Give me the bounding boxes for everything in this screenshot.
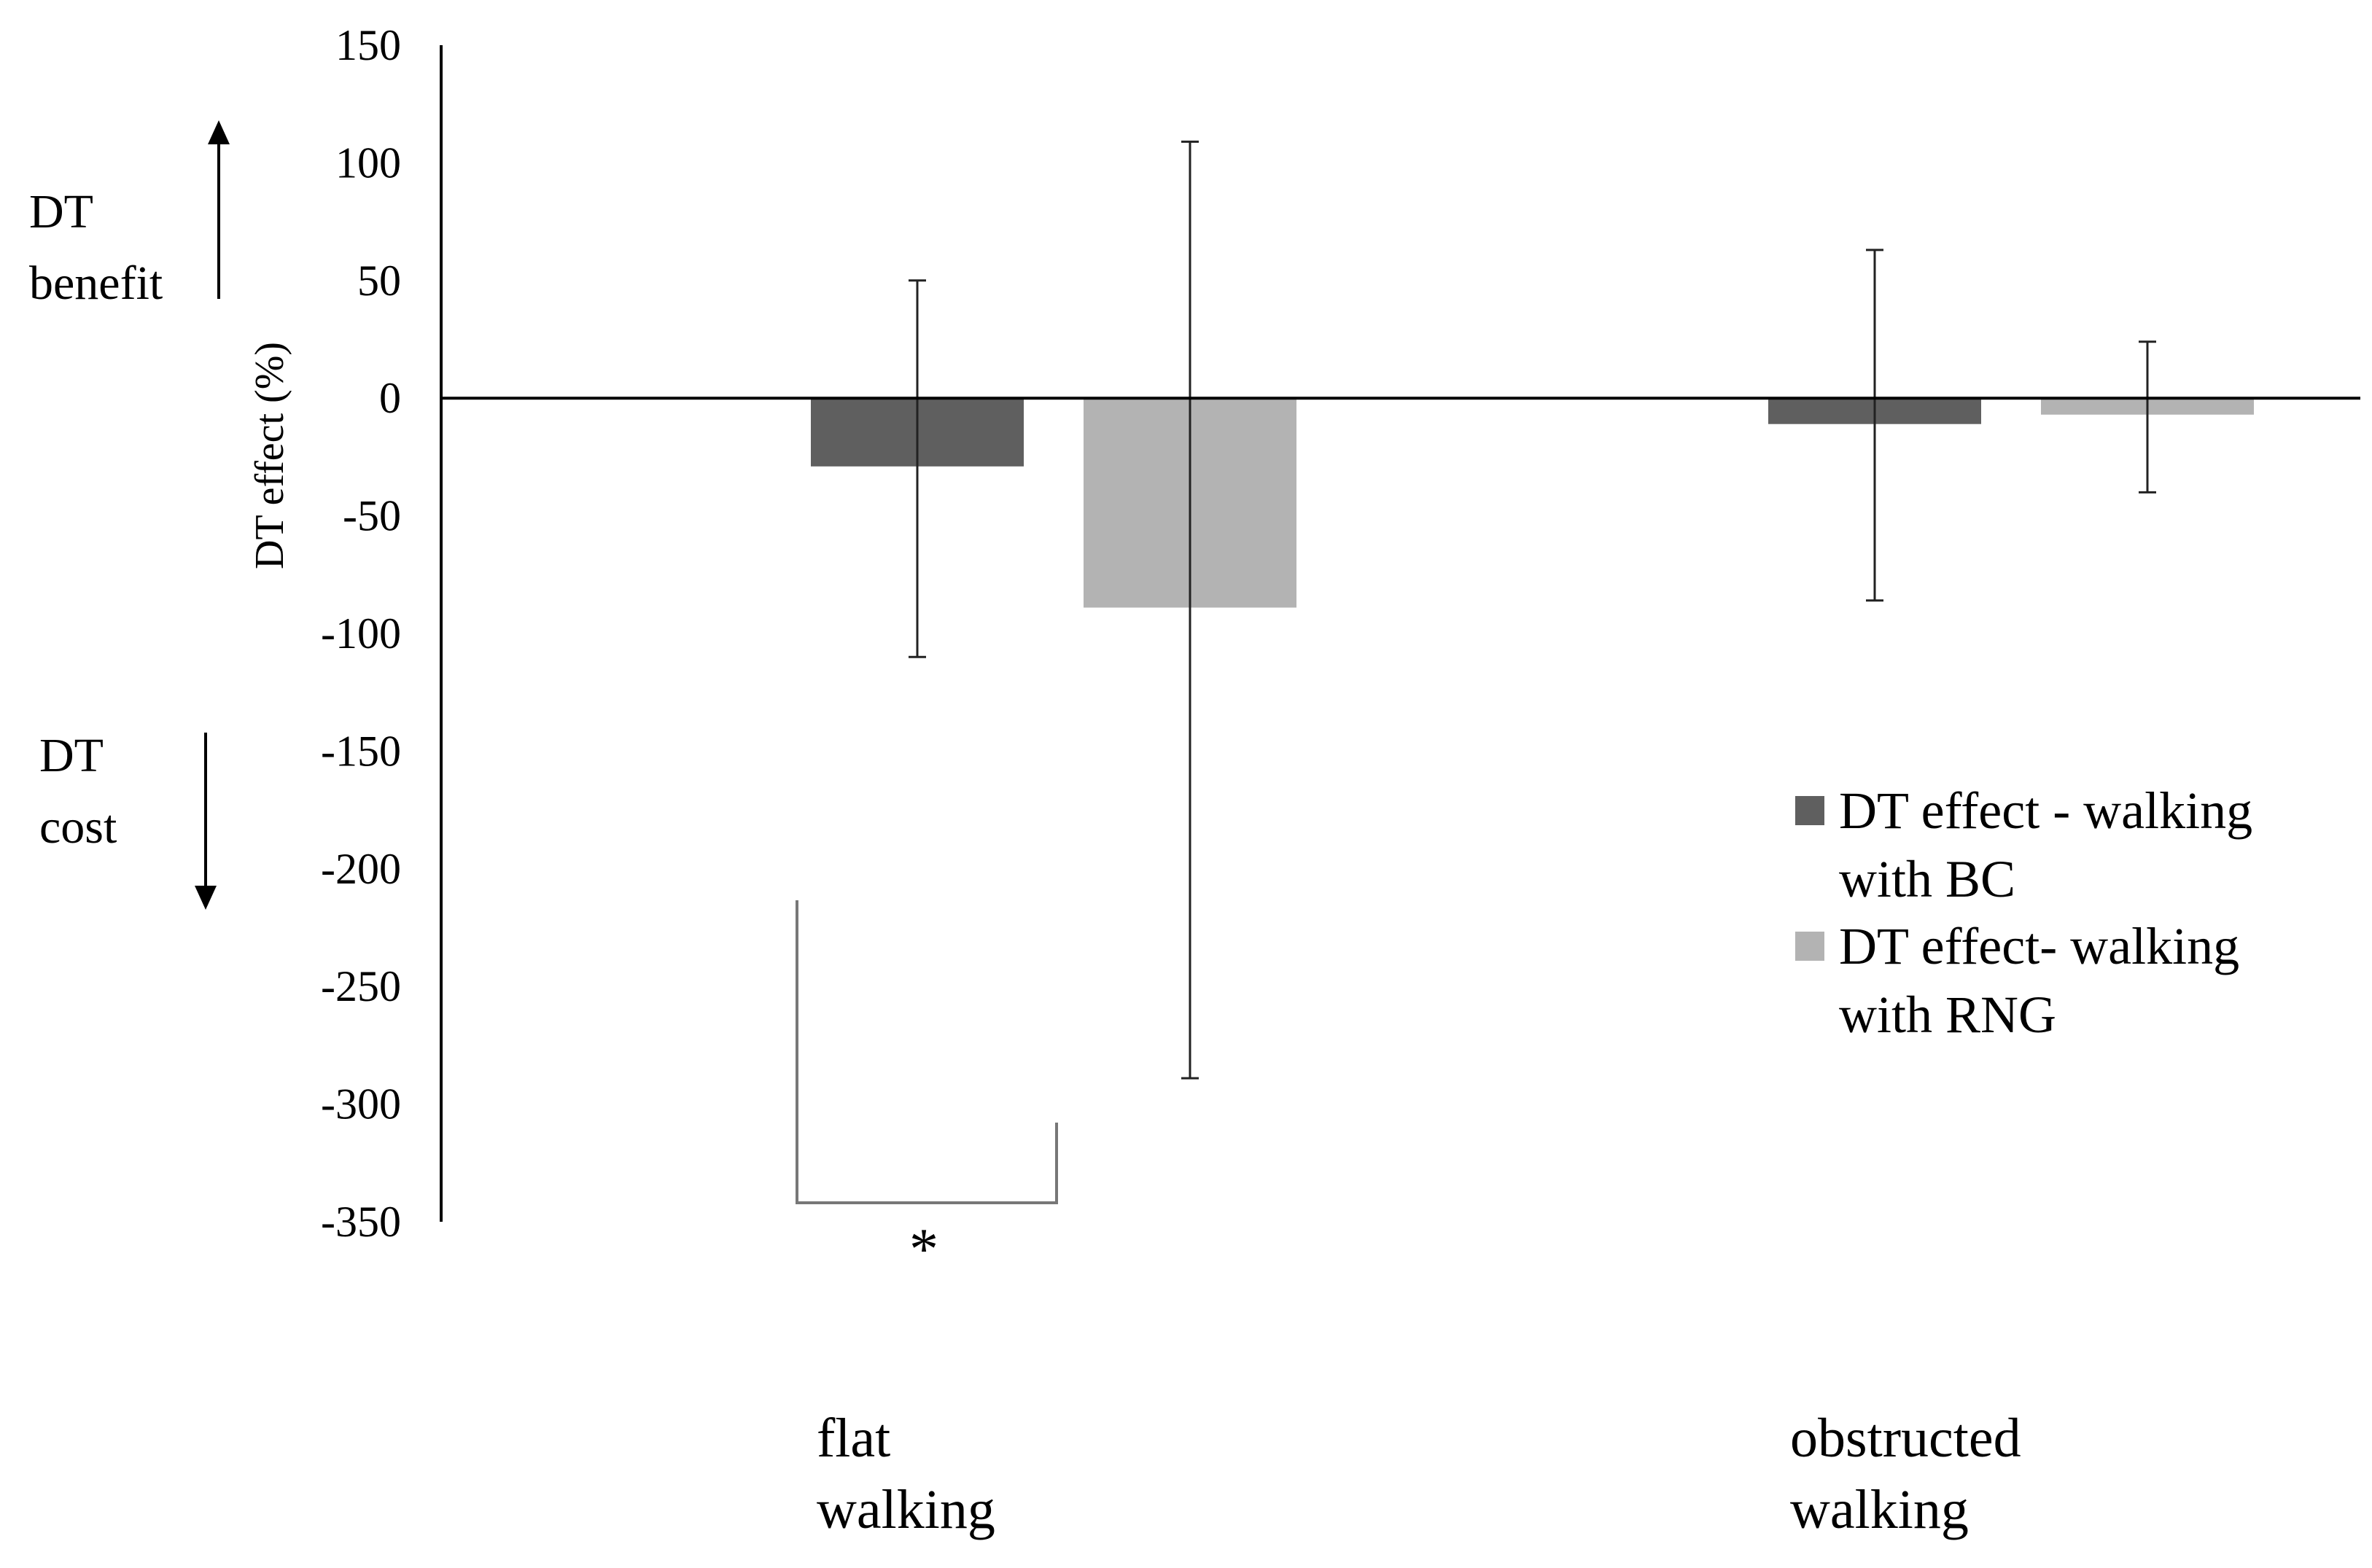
significance-bracket: * bbox=[796, 900, 1058, 1282]
y-tick-label: -250 bbox=[321, 962, 401, 1010]
category-label: walking bbox=[1790, 1479, 1969, 1540]
cost-label: cost bbox=[39, 800, 117, 854]
y-tick-label: 0 bbox=[379, 374, 401, 422]
y-axis-label: DT effect (%) bbox=[247, 342, 292, 569]
benefit-arrow-head bbox=[208, 120, 230, 144]
significance-marker: * bbox=[909, 1217, 938, 1282]
legend-label: DT effect - walking bbox=[1839, 781, 2252, 840]
benefit-label: DT bbox=[29, 185, 93, 238]
legend-label: with BC bbox=[1839, 850, 2015, 908]
y-tick-label: -100 bbox=[321, 609, 401, 658]
y-tick-label: -50 bbox=[343, 492, 401, 540]
legend: DT effect - walking with BC DT effect- wal… bbox=[1795, 781, 2252, 1044]
category-label: obstructed bbox=[1790, 1408, 2021, 1469]
error-bar bbox=[2139, 340, 2156, 494]
y-tick-label: 50 bbox=[357, 257, 401, 305]
category-label: flat bbox=[817, 1408, 890, 1469]
benefit-label: benefit bbox=[29, 257, 163, 310]
legend-label: DT effect- walking bbox=[1839, 917, 2239, 975]
cost-label: DT bbox=[39, 729, 104, 782]
category-labels: flat walking obstructed walking bbox=[817, 1408, 2021, 1540]
legend-label: with RNG bbox=[1839, 986, 2056, 1044]
bracket-line bbox=[796, 900, 1058, 1204]
y-tick-label: -150 bbox=[321, 727, 401, 775]
y-tick-label: -350 bbox=[321, 1198, 401, 1246]
y-tick-label: -300 bbox=[321, 1080, 401, 1128]
error-bar bbox=[1181, 140, 1199, 1080]
y-tick-label: -200 bbox=[321, 845, 401, 893]
error-bar bbox=[909, 279, 926, 658]
legend-swatch bbox=[1795, 932, 1824, 961]
side-annotations: DT benefit DT cost bbox=[29, 120, 230, 910]
y-tick-label: 150 bbox=[335, 21, 401, 69]
cost-arrow-head bbox=[195, 886, 217, 910]
error-bar bbox=[1866, 249, 1883, 602]
y-tick-label: 100 bbox=[335, 139, 401, 187]
category-label: walking bbox=[817, 1479, 995, 1540]
y-axis: 150 100 50 0 -50 -100 -150 -200 -250 -300 -350 DT e… bbox=[247, 21, 443, 1246]
legend-swatch bbox=[1795, 796, 1824, 825]
error-bars bbox=[909, 140, 2156, 1080]
